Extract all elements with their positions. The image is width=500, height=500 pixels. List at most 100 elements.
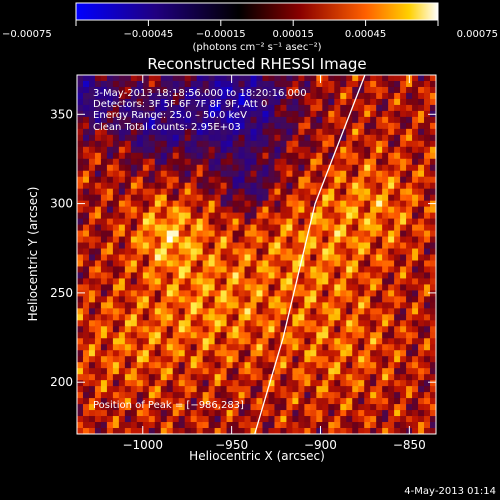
- heatmap-cell: [274, 422, 282, 429]
- heatmap-cell: [388, 332, 395, 339]
- heatmap-cell: [292, 86, 299, 94]
- heatmap-cell: [292, 374, 299, 381]
- heatmap-cell: [148, 140, 156, 148]
- heatmap-cell: [184, 188, 192, 196]
- heatmap-cell: [136, 362, 144, 369]
- heatmap-cell: [238, 92, 246, 100]
- heatmap-cell: [142, 212, 150, 220]
- heatmap-cell: [214, 110, 222, 118]
- heatmap-cell: [418, 296, 425, 303]
- heatmap-cell: [238, 416, 246, 423]
- heatmap-cell: [220, 272, 228, 280]
- heatmap-cell: [400, 386, 407, 393]
- heatmap-cell: [244, 296, 252, 303]
- heatmap-cell: [376, 410, 383, 417]
- heatmap-cell: [184, 218, 192, 226]
- heatmap-cell: [190, 122, 198, 130]
- heatmap-cell: [220, 80, 228, 88]
- heatmap-cell: [424, 194, 431, 202]
- heatmap-cell: [358, 380, 365, 387]
- heatmap-cell: [238, 422, 246, 429]
- heatmap-cell: [214, 308, 222, 315]
- heatmap-cell: [184, 356, 192, 363]
- heatmap-cell: [346, 266, 353, 274]
- heatmap-cell: [94, 236, 102, 244]
- heatmap-cell: [364, 404, 371, 411]
- heatmap-cell: [286, 218, 293, 226]
- heatmap-cell: [154, 134, 162, 142]
- heatmap-cell: [88, 104, 96, 112]
- heatmap-cell: [190, 104, 198, 112]
- heatmap-cell: [226, 344, 234, 351]
- heatmap-cell: [250, 80, 258, 88]
- heatmap-cell: [232, 266, 240, 274]
- heatmap-cell: [280, 410, 288, 417]
- heatmap-cell: [112, 152, 120, 160]
- heatmap-cell: [178, 110, 186, 118]
- heatmap-cell: [154, 194, 162, 202]
- heatmap-cell: [382, 86, 389, 94]
- heatmap-cell: [424, 416, 431, 423]
- colorbar-ticks: −0.00075 −0.00045 −0.00015 0.00015 0.00045 0.…: [2, 20, 498, 40]
- heatmap-cell: [160, 410, 168, 417]
- heatmap-cell: [274, 260, 282, 268]
- heatmap-cell: [100, 386, 108, 393]
- heatmap-cell: [244, 392, 252, 399]
- heatmap-cell: [286, 110, 293, 118]
- heatmap-cell: [106, 146, 114, 154]
- heatmap-cell: [280, 86, 288, 94]
- heatmap-cell: [77, 416, 84, 423]
- heatmap-cell: [136, 278, 144, 286]
- heatmap-cell: [106, 80, 114, 88]
- heatmap-cell: [304, 152, 311, 160]
- heatmap-cell: [382, 374, 389, 381]
- heatmap-cell: [100, 152, 108, 160]
- heatmap-cell: [256, 116, 264, 124]
- heatmap-cell: [322, 152, 329, 160]
- heatmap-cell: [370, 422, 377, 429]
- heatmap-cell: [136, 356, 144, 363]
- heatmap-cell: [124, 386, 132, 393]
- heatmap-cell: [118, 392, 126, 399]
- heatmap-cell: [250, 146, 258, 154]
- heatmap-cell: [286, 230, 293, 238]
- heatmap-cell: [376, 398, 383, 405]
- heatmap-cell: [358, 182, 365, 190]
- heatmap-cell: [280, 134, 288, 142]
- heatmap-cell: [136, 176, 144, 184]
- heatmap-cell: [232, 146, 240, 154]
- heatmap-cell: [178, 236, 186, 244]
- heatmap-cell: [148, 200, 156, 208]
- heatmap-cell: [118, 362, 126, 369]
- heatmap-cell: [166, 272, 174, 280]
- heatmap-cell: [136, 236, 144, 244]
- heatmap-cell: [244, 284, 252, 291]
- heatmap-cell: [262, 194, 270, 202]
- heatmap-cell: [316, 146, 323, 154]
- heatmap-cell: [424, 122, 431, 130]
- heatmap-cell: [82, 422, 90, 429]
- heatmap-cell: [106, 170, 114, 178]
- heatmap-cell: [274, 374, 282, 381]
- heatmap-cell: [112, 92, 120, 100]
- heatmap-cell: [262, 356, 270, 363]
- heatmap-cell: [136, 290, 144, 297]
- heatmap-cell: [94, 110, 102, 118]
- heatmap-cell: [268, 176, 276, 184]
- heatmap-cell: [142, 386, 150, 393]
- heatmap-cell: [268, 134, 276, 142]
- heatmap-cell: [412, 380, 419, 387]
- heatmap-cell: [394, 344, 401, 351]
- heatmap-cell: [142, 128, 150, 136]
- heatmap-cell: [190, 404, 198, 411]
- heatmap-cell: [310, 230, 317, 238]
- heatmap-cell: [196, 260, 204, 268]
- heatmap-cell: [376, 212, 383, 220]
- x-axis-label: Heliocentric X (arcsec): [189, 449, 325, 463]
- heatmap-cell: [280, 392, 288, 399]
- heatmap-cell: [136, 182, 144, 190]
- heatmap-cell: [316, 86, 323, 94]
- heatmap-cell: [184, 182, 192, 190]
- heatmap-cell: [316, 218, 323, 226]
- heatmap-cell: [364, 200, 371, 208]
